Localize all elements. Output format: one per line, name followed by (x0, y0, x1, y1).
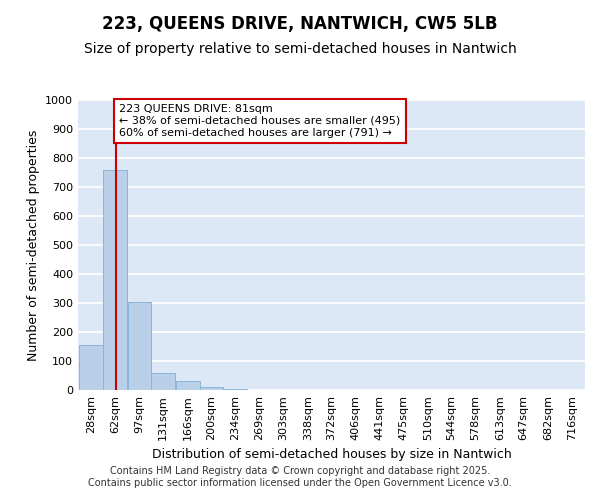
Text: Size of property relative to semi-detached houses in Nantwich: Size of property relative to semi-detach… (83, 42, 517, 56)
Bar (151, 372, 175, 390)
Bar (79, 345, 103, 390)
Text: Contains HM Land Registry data © Crown copyright and database right 2025.
Contai: Contains HM Land Registry data © Crown c… (88, 466, 512, 487)
Bar (223, 388, 247, 390)
Bar (200, 387, 223, 390)
Bar (103, 170, 127, 390)
Text: 223, QUEENS DRIVE, NANTWICH, CW5 5LB: 223, QUEENS DRIVE, NANTWICH, CW5 5LB (102, 15, 498, 33)
Bar (128, 302, 151, 390)
X-axis label: Distribution of semi-detached houses by size in Nantwich: Distribution of semi-detached houses by … (152, 448, 511, 461)
Y-axis label: Number of semi-detached properties: Number of semi-detached properties (26, 130, 40, 360)
Bar (176, 382, 200, 390)
Text: 223 QUEENS DRIVE: 81sqm
← 38% of semi-detached houses are smaller (495)
60% of s: 223 QUEENS DRIVE: 81sqm ← 38% of semi-de… (119, 104, 400, 138)
